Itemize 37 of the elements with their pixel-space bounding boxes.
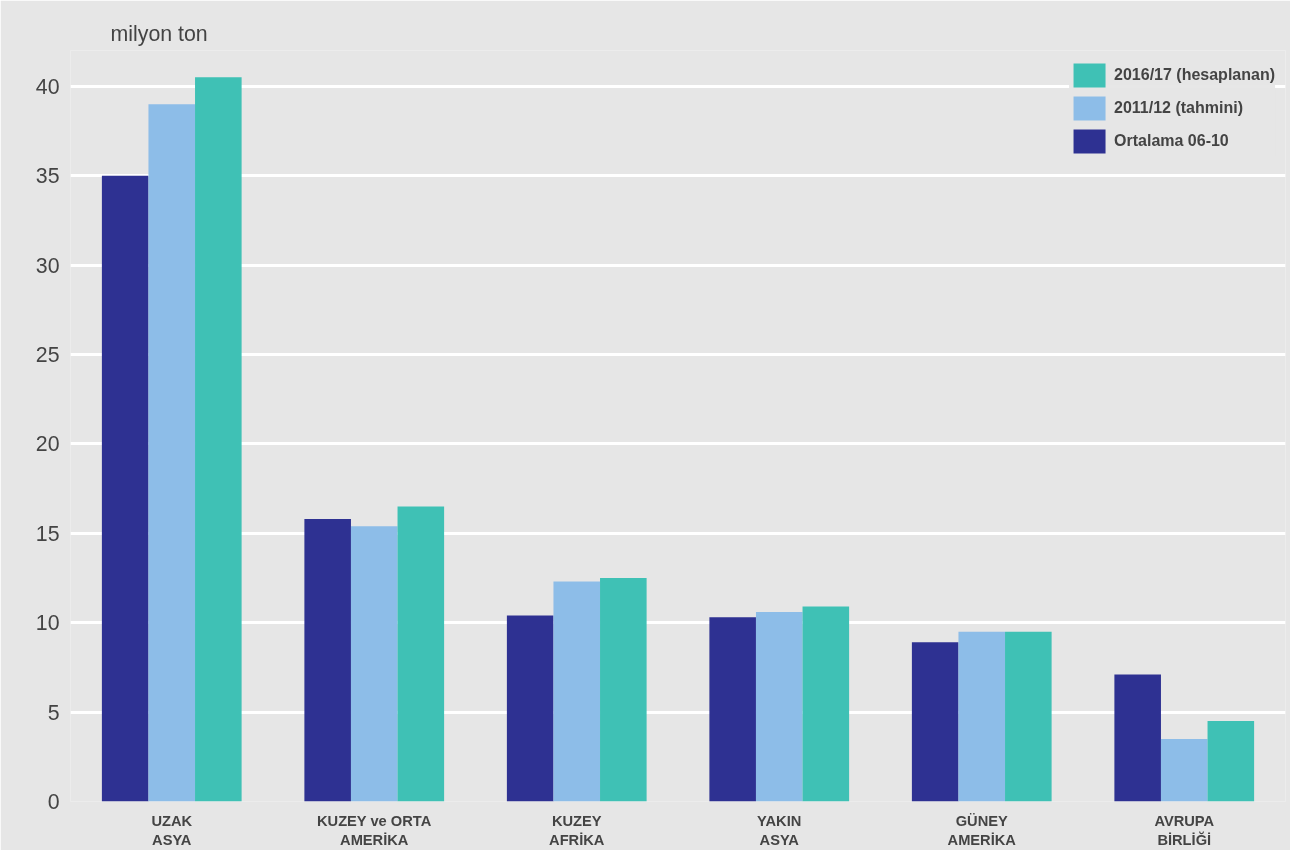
bar [506, 615, 554, 802]
bar [1005, 631, 1052, 802]
y-tick-label: 20 [35, 432, 60, 457]
bar [958, 631, 1006, 802]
bar [397, 506, 445, 802]
x-tick-label: YAKIN ASYA [757, 812, 802, 848]
y-tick-label: 40 [35, 74, 60, 99]
y-tick-label: 25 [35, 342, 60, 367]
bar [304, 518, 351, 802]
x-tick-label: KUZEY ve ORTA AMERİKA [316, 812, 432, 848]
x-tick-label: GÜNEY AMERİKA [947, 812, 1017, 848]
bar [802, 606, 850, 802]
bar [101, 175, 149, 802]
legend-label: 2016/17 (hesaplanan) [1114, 66, 1275, 84]
bar [755, 611, 803, 802]
y-tick-label: 30 [35, 253, 60, 278]
bar [911, 642, 959, 802]
legend-label: Ortalama 06-10 [1114, 132, 1229, 150]
y-tick-label: 15 [35, 521, 60, 546]
y-tick-label: 10 [35, 611, 60, 636]
legend-label: 2011/12 (tahmini) [1114, 99, 1243, 117]
bar [1114, 674, 1161, 802]
bar [195, 77, 242, 802]
bar [148, 104, 196, 802]
bar [350, 526, 398, 802]
bar [600, 577, 647, 802]
x-tick-label: UZAK ASYA [151, 812, 193, 848]
y-axis-title: milyon ton [110, 21, 208, 46]
y-tick-label: 0 [47, 790, 60, 814]
bar [1160, 738, 1208, 802]
bar [709, 617, 756, 802]
y-tick-label: 35 [35, 164, 60, 189]
bar [1207, 721, 1255, 802]
x-tick-label: KUZEY AFRİKA [549, 812, 605, 848]
x-tick-label: AVRUPA BİRLİĞİ [1154, 812, 1215, 848]
y-tick-label: 5 [47, 700, 60, 725]
bar [553, 581, 601, 802]
